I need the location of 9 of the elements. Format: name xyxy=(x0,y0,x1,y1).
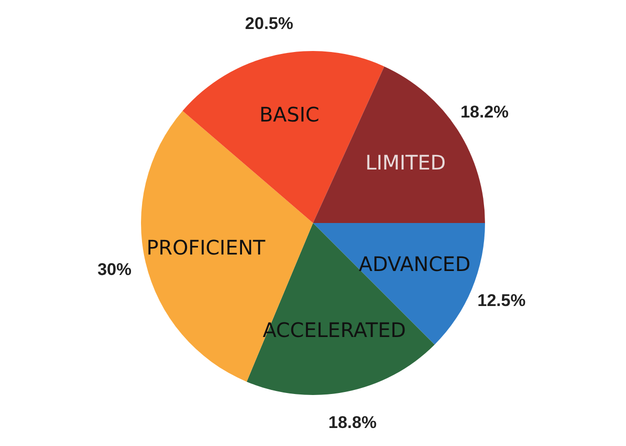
slice-label: LIMITED xyxy=(365,150,446,174)
slice-label: ADVANCED xyxy=(358,252,471,276)
data-label: 30% xyxy=(97,260,132,279)
data-label: 12.5% xyxy=(477,291,526,310)
slice-label: PROFICIENT xyxy=(146,235,266,260)
slice-label: BASIC xyxy=(259,102,320,126)
data-label: 18.2% xyxy=(460,102,509,122)
data-label: 18.8% xyxy=(328,413,377,432)
data-label: 20.5% xyxy=(245,14,294,33)
